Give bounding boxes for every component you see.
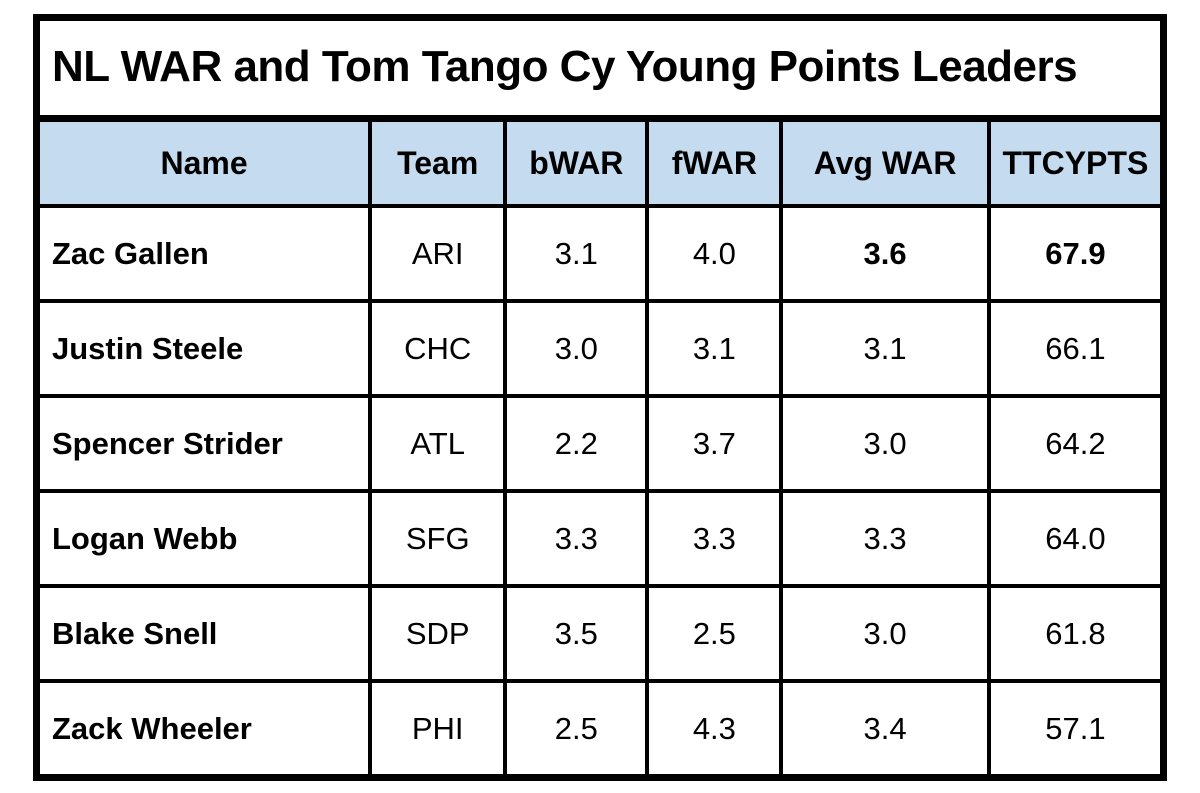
fwar-cell: 3.7 xyxy=(645,394,784,493)
fwar-cell: 4.0 xyxy=(645,204,784,303)
bwar-cell: 3.1 xyxy=(503,204,650,303)
table-row: Zac Gallen ARI 3.1 4.0 3.6 67.9 xyxy=(34,204,1166,303)
team-cell: CHC xyxy=(368,299,508,398)
ttcypts-cell: 57.1 xyxy=(986,679,1166,780)
ttcypts-cell: 67.9 xyxy=(986,204,1166,303)
column-header-fwar: fWAR xyxy=(645,116,784,208)
bwar-cell: 2.2 xyxy=(503,394,650,493)
table-row: Justin Steele CHC 3.0 3.1 3.1 66.1 xyxy=(34,299,1166,398)
fwar-cell: 2.5 xyxy=(645,584,784,683)
column-header-ttcypts: TTCYPTS xyxy=(986,116,1166,208)
player-name-cell: Justin Steele xyxy=(34,299,373,398)
column-header-team: Team xyxy=(368,116,508,208)
table-row: Logan Webb SFG 3.3 3.3 3.3 64.0 xyxy=(34,489,1166,588)
avg-war-cell: 3.6 xyxy=(779,204,991,303)
player-name-cell: Logan Webb xyxy=(34,489,373,588)
bwar-cell: 3.5 xyxy=(503,584,650,683)
column-header-name: Name xyxy=(34,116,373,208)
ttcypts-cell: 66.1 xyxy=(986,299,1166,398)
avg-war-cell: 3.3 xyxy=(779,489,991,588)
fwar-cell: 3.1 xyxy=(645,299,784,398)
bwar-cell: 3.0 xyxy=(503,299,650,398)
avg-war-cell: 3.0 xyxy=(779,394,991,493)
player-name-cell: Zack Wheeler xyxy=(34,679,373,780)
leaders-table-container: NL WAR and Tom Tango Cy Young Points Lea… xyxy=(33,14,1167,781)
table-title-row: NL WAR and Tom Tango Cy Young Points Lea… xyxy=(33,14,1167,122)
avg-war-cell: 3.4 xyxy=(779,679,991,780)
player-name-cell: Zac Gallen xyxy=(34,204,373,303)
team-cell: SFG xyxy=(368,489,508,588)
ttcypts-cell: 61.8 xyxy=(986,584,1166,683)
column-header-bwar: bWAR xyxy=(503,116,650,208)
bwar-cell: 2.5 xyxy=(503,679,650,780)
team-cell: ARI xyxy=(368,204,508,303)
ttcypts-cell: 64.2 xyxy=(986,394,1166,493)
player-name-cell: Blake Snell xyxy=(34,584,373,683)
column-header-avg-war: Avg WAR xyxy=(779,116,991,208)
team-cell: ATL xyxy=(368,394,508,493)
fwar-cell: 3.3 xyxy=(645,489,784,588)
player-name-cell: Spencer Strider xyxy=(34,394,373,493)
table-header-row: Name Team bWAR fWAR Avg WAR TTCYPTS xyxy=(34,116,1166,208)
table-row: Zack Wheeler PHI 2.5 4.3 3.4 57.1 xyxy=(34,679,1166,780)
bwar-cell: 3.3 xyxy=(503,489,650,588)
leaders-table: NL WAR and Tom Tango Cy Young Points Lea… xyxy=(33,14,1167,781)
table-row: Spencer Strider ATL 2.2 3.7 3.0 64.2 xyxy=(34,394,1166,493)
table-body: Zac Gallen ARI 3.1 4.0 3.6 67.9 Justin S… xyxy=(34,204,1166,780)
team-cell: PHI xyxy=(368,679,508,780)
table-row: Blake Snell SDP 3.5 2.5 3.0 61.8 xyxy=(34,584,1166,683)
avg-war-cell: 3.1 xyxy=(779,299,991,398)
avg-war-cell: 3.0 xyxy=(779,584,991,683)
fwar-cell: 4.3 xyxy=(645,679,784,780)
team-cell: SDP xyxy=(368,584,508,683)
ttcypts-cell: 64.0 xyxy=(986,489,1166,588)
table-title: NL WAR and Tom Tango Cy Young Points Lea… xyxy=(33,14,1167,122)
